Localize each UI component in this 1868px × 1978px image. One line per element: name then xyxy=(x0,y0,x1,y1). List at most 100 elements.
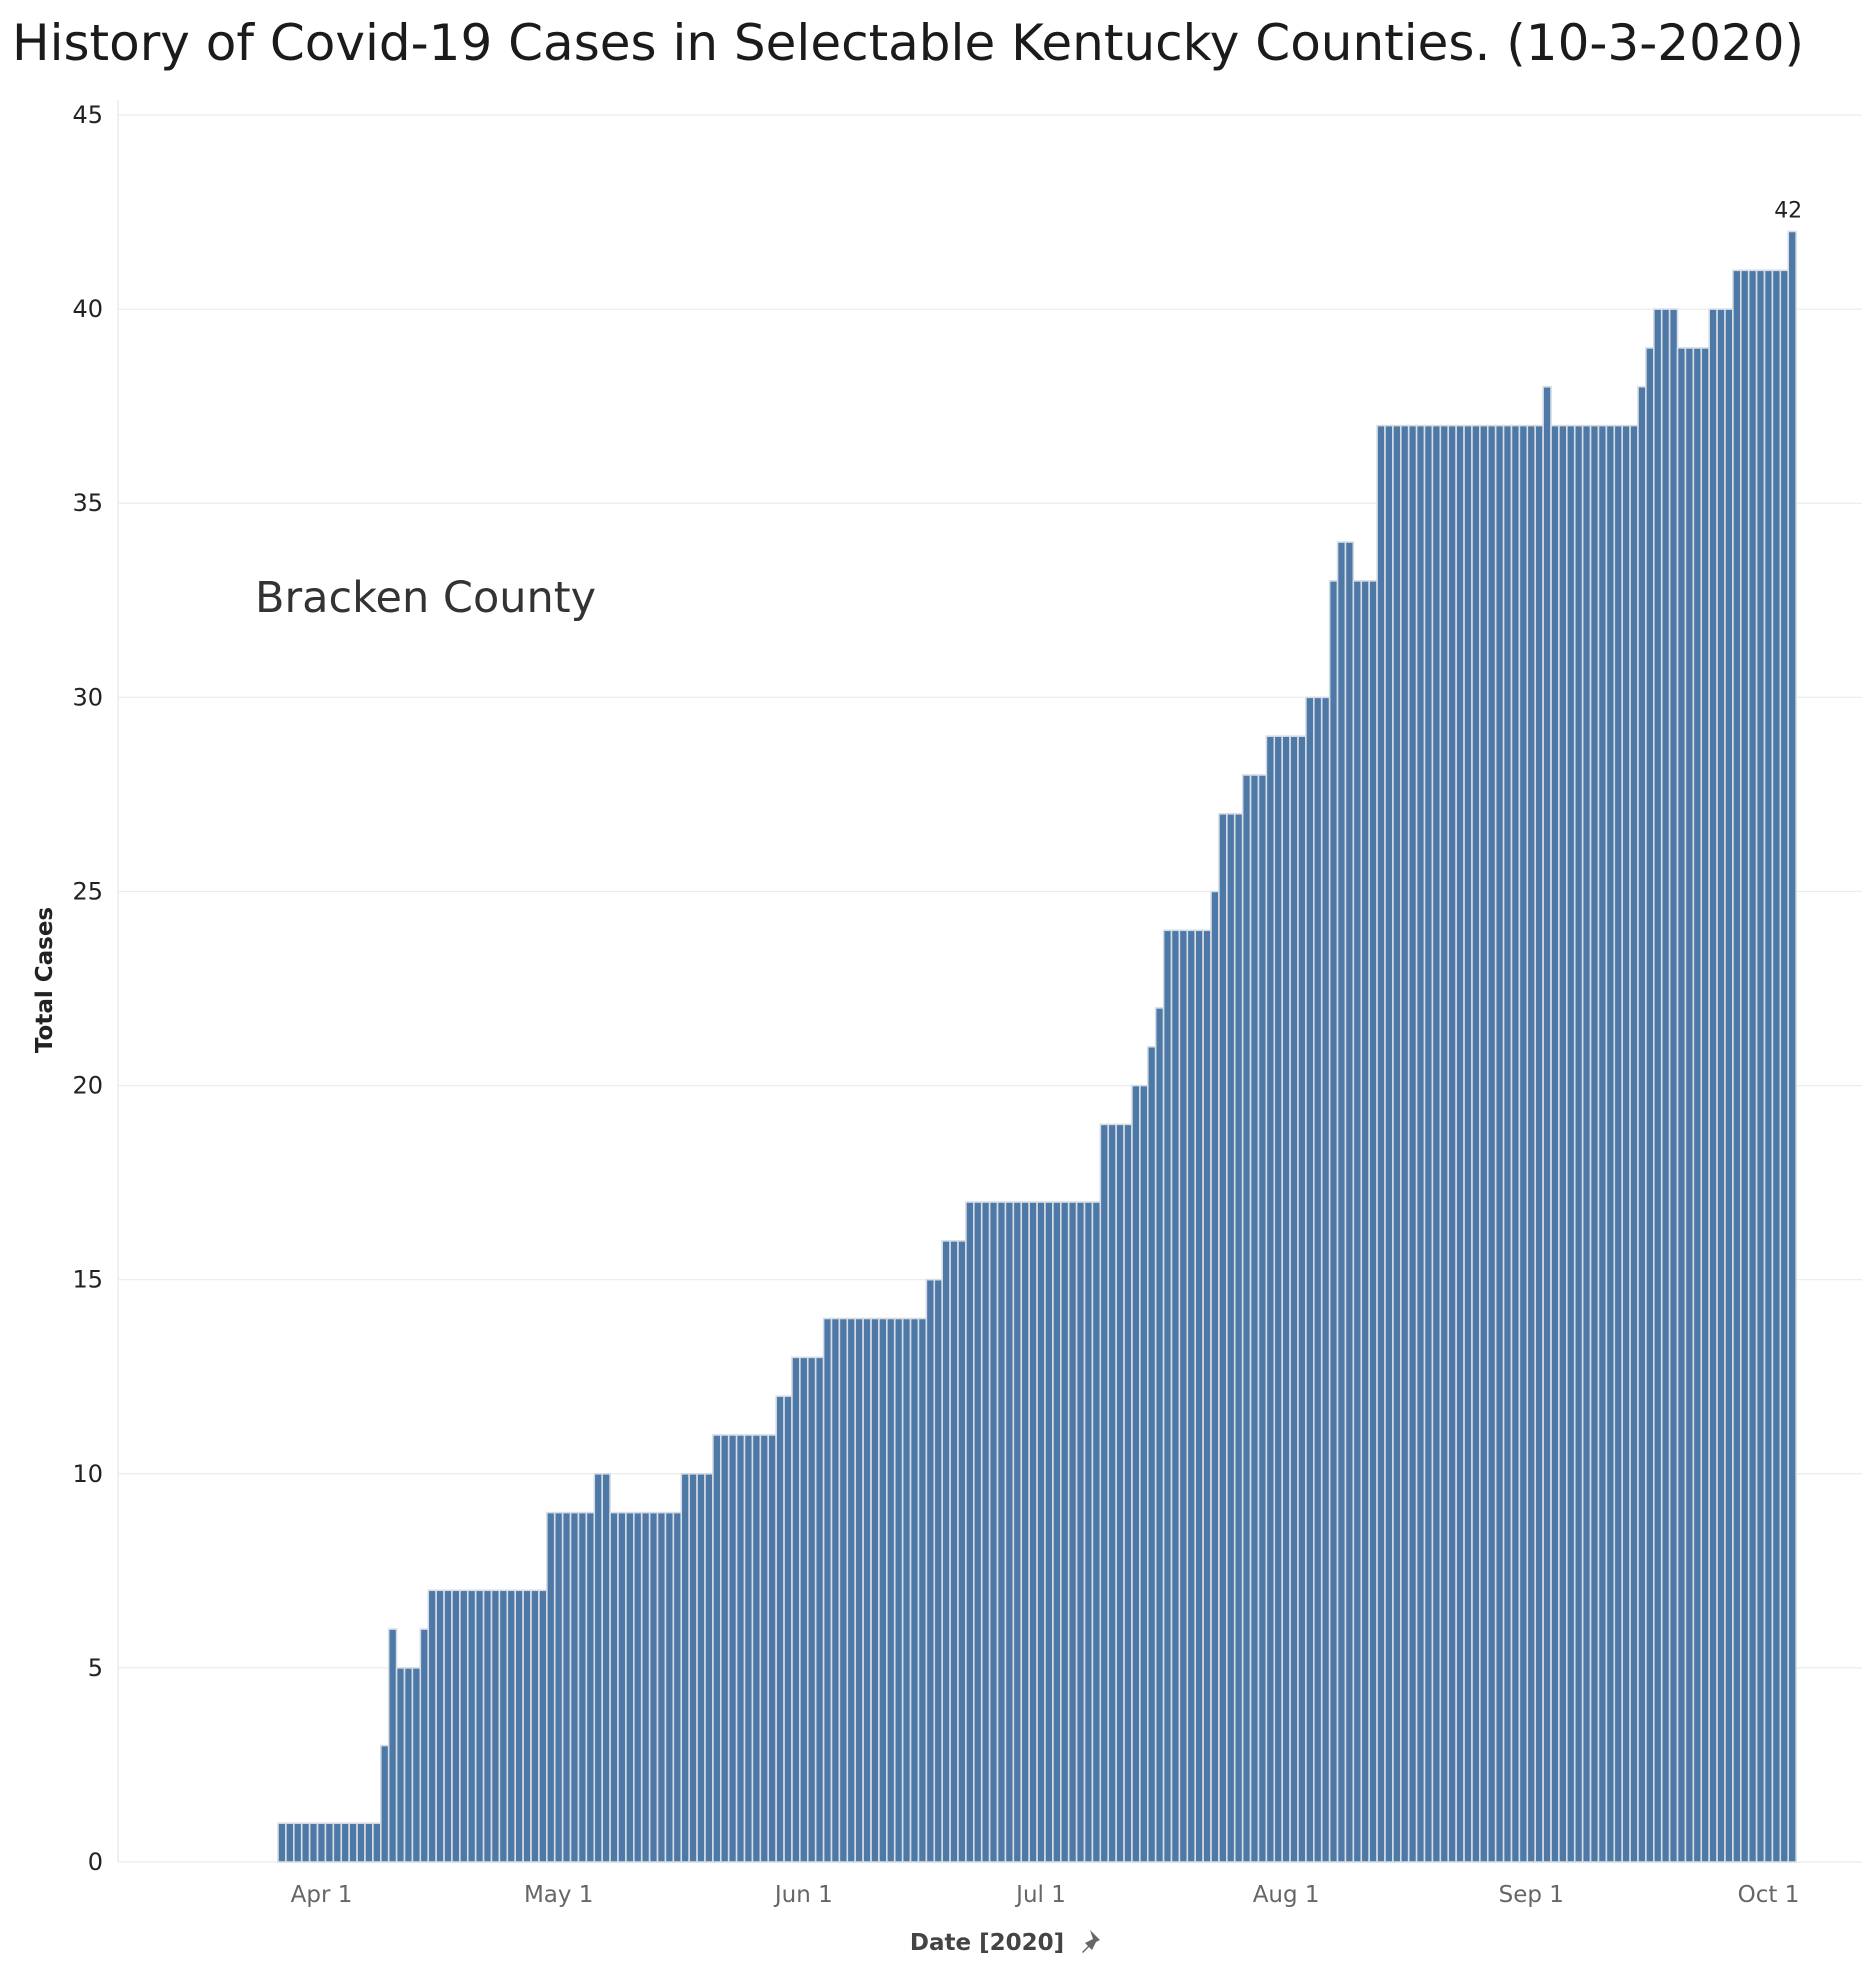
bar[interactable] xyxy=(633,1511,643,1863)
bar[interactable] xyxy=(680,1472,690,1863)
bar[interactable] xyxy=(1779,269,1790,1863)
bar[interactable] xyxy=(1502,424,1513,1863)
bar[interactable] xyxy=(1004,1201,1015,1863)
bar[interactable] xyxy=(1407,424,1418,1863)
bar[interactable] xyxy=(1747,269,1758,1863)
bar[interactable] xyxy=(1447,424,1457,1863)
bar[interactable] xyxy=(1700,347,1710,1863)
bar[interactable] xyxy=(293,1822,303,1863)
bar[interactable] xyxy=(277,1822,287,1863)
bar[interactable] xyxy=(917,1317,928,1863)
bar[interactable] xyxy=(965,1201,975,1863)
bar[interactable] xyxy=(1463,424,1473,1863)
bar[interactable] xyxy=(474,1589,485,1863)
bar[interactable] xyxy=(1510,424,1521,1863)
bar[interactable] xyxy=(466,1589,477,1863)
bar[interactable] xyxy=(411,1667,422,1863)
bar[interactable] xyxy=(806,1356,817,1863)
bar[interactable] xyxy=(1233,812,1244,1863)
bar[interactable] xyxy=(1044,1201,1054,1863)
bar[interactable] xyxy=(1115,1123,1125,1863)
bar[interactable] xyxy=(1139,1084,1149,1863)
bar[interactable] xyxy=(751,1434,762,1863)
bar[interactable] xyxy=(1676,347,1687,1863)
bar[interactable] xyxy=(1589,424,1600,1863)
bar[interactable] xyxy=(878,1317,888,1863)
bar[interactable] xyxy=(285,1822,295,1863)
bar[interactable] xyxy=(1486,424,1497,1863)
bar[interactable] xyxy=(949,1240,959,1863)
bar[interactable] xyxy=(696,1472,706,1863)
bar[interactable] xyxy=(1613,424,1623,1863)
bar[interactable] xyxy=(1415,424,1426,1863)
bar[interactable] xyxy=(1281,735,1291,1863)
bar[interactable] xyxy=(743,1434,754,1863)
bar[interactable] xyxy=(988,1201,999,1863)
bar[interactable] xyxy=(941,1240,951,1863)
bar[interactable] xyxy=(1328,580,1339,1863)
bar[interactable] xyxy=(640,1511,651,1863)
bar[interactable] xyxy=(1526,424,1537,1863)
bar[interactable] xyxy=(1186,929,1197,1863)
bar[interactable] xyxy=(862,1317,872,1863)
bar[interactable] xyxy=(735,1434,746,1863)
bar[interactable] xyxy=(1131,1084,1141,1863)
bar[interactable] xyxy=(1154,1007,1165,1863)
bar[interactable] xyxy=(1732,269,1742,1863)
bar[interactable] xyxy=(1716,308,1726,1863)
bar[interactable] xyxy=(1621,424,1631,1863)
bar[interactable] xyxy=(1558,424,1568,1863)
pin-icon[interactable] xyxy=(1082,1930,1100,1953)
bar[interactable] xyxy=(1146,1045,1157,1863)
bar[interactable] xyxy=(838,1317,849,1863)
bar[interactable] xyxy=(656,1511,667,1863)
bar[interactable] xyxy=(348,1822,358,1863)
bar[interactable] xyxy=(1637,385,1647,1863)
bar[interactable] xyxy=(585,1511,596,1863)
bar[interactable] xyxy=(316,1822,327,1863)
bar[interactable] xyxy=(1605,424,1616,1863)
bar[interactable] xyxy=(791,1356,801,1863)
bar[interactable] xyxy=(1313,696,1323,1863)
bar[interactable] xyxy=(1210,890,1220,1863)
bar[interactable] xyxy=(854,1317,864,1863)
bar[interactable] xyxy=(933,1278,943,1863)
bar[interactable] xyxy=(830,1317,841,1863)
bar[interactable] xyxy=(1075,1201,1086,1863)
bar[interactable] xyxy=(1305,696,1315,1863)
bar[interactable] xyxy=(1534,424,1544,1863)
bar[interactable] xyxy=(1684,347,1695,1863)
bar[interactable] xyxy=(506,1589,517,1863)
bar[interactable] xyxy=(435,1589,445,1863)
bar[interactable] xyxy=(1273,735,1283,1863)
bar[interactable] xyxy=(1336,541,1347,1863)
bar[interactable] xyxy=(1384,424,1394,1863)
bar[interactable] xyxy=(1479,424,1489,1863)
bar[interactable] xyxy=(538,1589,548,1863)
bar[interactable] xyxy=(609,1511,619,1863)
bar[interactable] xyxy=(996,1201,1007,1863)
bar[interactable] xyxy=(522,1589,532,1863)
bar[interactable] xyxy=(561,1511,572,1863)
bar[interactable] xyxy=(482,1589,493,1863)
bar[interactable] xyxy=(1012,1201,1023,1863)
bar[interactable] xyxy=(909,1317,920,1863)
bar[interactable] xyxy=(688,1472,698,1863)
bar[interactable] xyxy=(1550,424,1560,1863)
bar[interactable] xyxy=(1257,774,1268,1863)
bar[interactable] xyxy=(1660,308,1671,1863)
bar[interactable] xyxy=(704,1472,714,1863)
bar[interactable] xyxy=(332,1822,343,1863)
bar[interactable] xyxy=(1218,812,1228,1863)
bar[interactable] xyxy=(1376,424,1386,1863)
bar[interactable] xyxy=(1297,735,1307,1863)
bar[interactable] xyxy=(1360,580,1370,1863)
bar[interactable] xyxy=(569,1511,580,1863)
bar[interactable] xyxy=(822,1317,833,1863)
bar[interactable] xyxy=(530,1589,540,1863)
bar[interactable] xyxy=(870,1317,880,1863)
bar[interactable] xyxy=(1708,308,1718,1863)
bar[interactable] xyxy=(372,1822,382,1863)
bar[interactable] xyxy=(1202,929,1212,1863)
bar[interactable] xyxy=(1226,812,1236,1863)
